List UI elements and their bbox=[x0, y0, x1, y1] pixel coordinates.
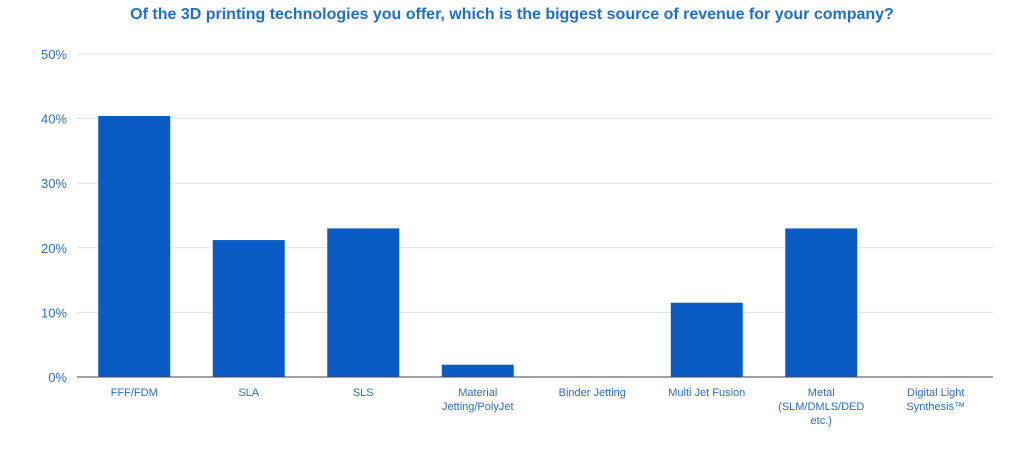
x-tick-label: SLA bbox=[238, 387, 259, 399]
x-tick-label-line: Metal bbox=[808, 387, 835, 399]
x-tick-label-line: Jetting/PolyJet bbox=[442, 401, 514, 413]
y-tick-label: 10% bbox=[41, 305, 67, 320]
x-tick-label-line: Multi Jet Fusion bbox=[668, 387, 745, 399]
y-tick-label: 20% bbox=[41, 241, 67, 256]
x-tick-label: FFF/FDM bbox=[111, 387, 158, 399]
bar-3 bbox=[441, 364, 514, 377]
bar-0 bbox=[98, 116, 171, 378]
y-tick-label: 0% bbox=[48, 370, 67, 385]
x-tick-label: SLS bbox=[353, 387, 374, 399]
x-tick-label-line: SLA bbox=[238, 387, 259, 399]
x-tick-label: Metal (SLM/DMLS/DED etc.) bbox=[778, 387, 864, 427]
y-tick-label: 30% bbox=[41, 176, 67, 191]
x-tick-label: Material Jetting/PolyJet bbox=[442, 387, 514, 413]
x-tick-label-line: Synthesis™ bbox=[906, 401, 965, 413]
x-tick-label: Binder Jetting bbox=[559, 387, 626, 399]
bar-5 bbox=[670, 302, 743, 377]
x-tick-label-line: SLS bbox=[353, 387, 374, 399]
x-tick-label-line: etc.) bbox=[811, 415, 832, 427]
bar-2 bbox=[327, 228, 400, 377]
x-tick-label-line: (SLM/DMLS/DED bbox=[778, 401, 864, 413]
chart-title: Of the 3D printing technologies you offe… bbox=[130, 6, 894, 23]
x-tick-label-line: FFF/FDM bbox=[111, 387, 158, 399]
y-tick-label: 50% bbox=[41, 47, 67, 62]
y-tick-label: 40% bbox=[41, 112, 67, 127]
x-tick-label-line: Binder Jetting bbox=[559, 387, 626, 399]
x-tick-label: Digital Light Synthesis™ bbox=[906, 387, 965, 413]
bar-1 bbox=[212, 240, 285, 377]
bar-6 bbox=[785, 228, 858, 377]
x-tick-label-line: Digital Light bbox=[907, 387, 964, 399]
x-tick-label: Multi Jet Fusion bbox=[668, 387, 745, 399]
x-tick-label-line: Material bbox=[458, 387, 497, 399]
